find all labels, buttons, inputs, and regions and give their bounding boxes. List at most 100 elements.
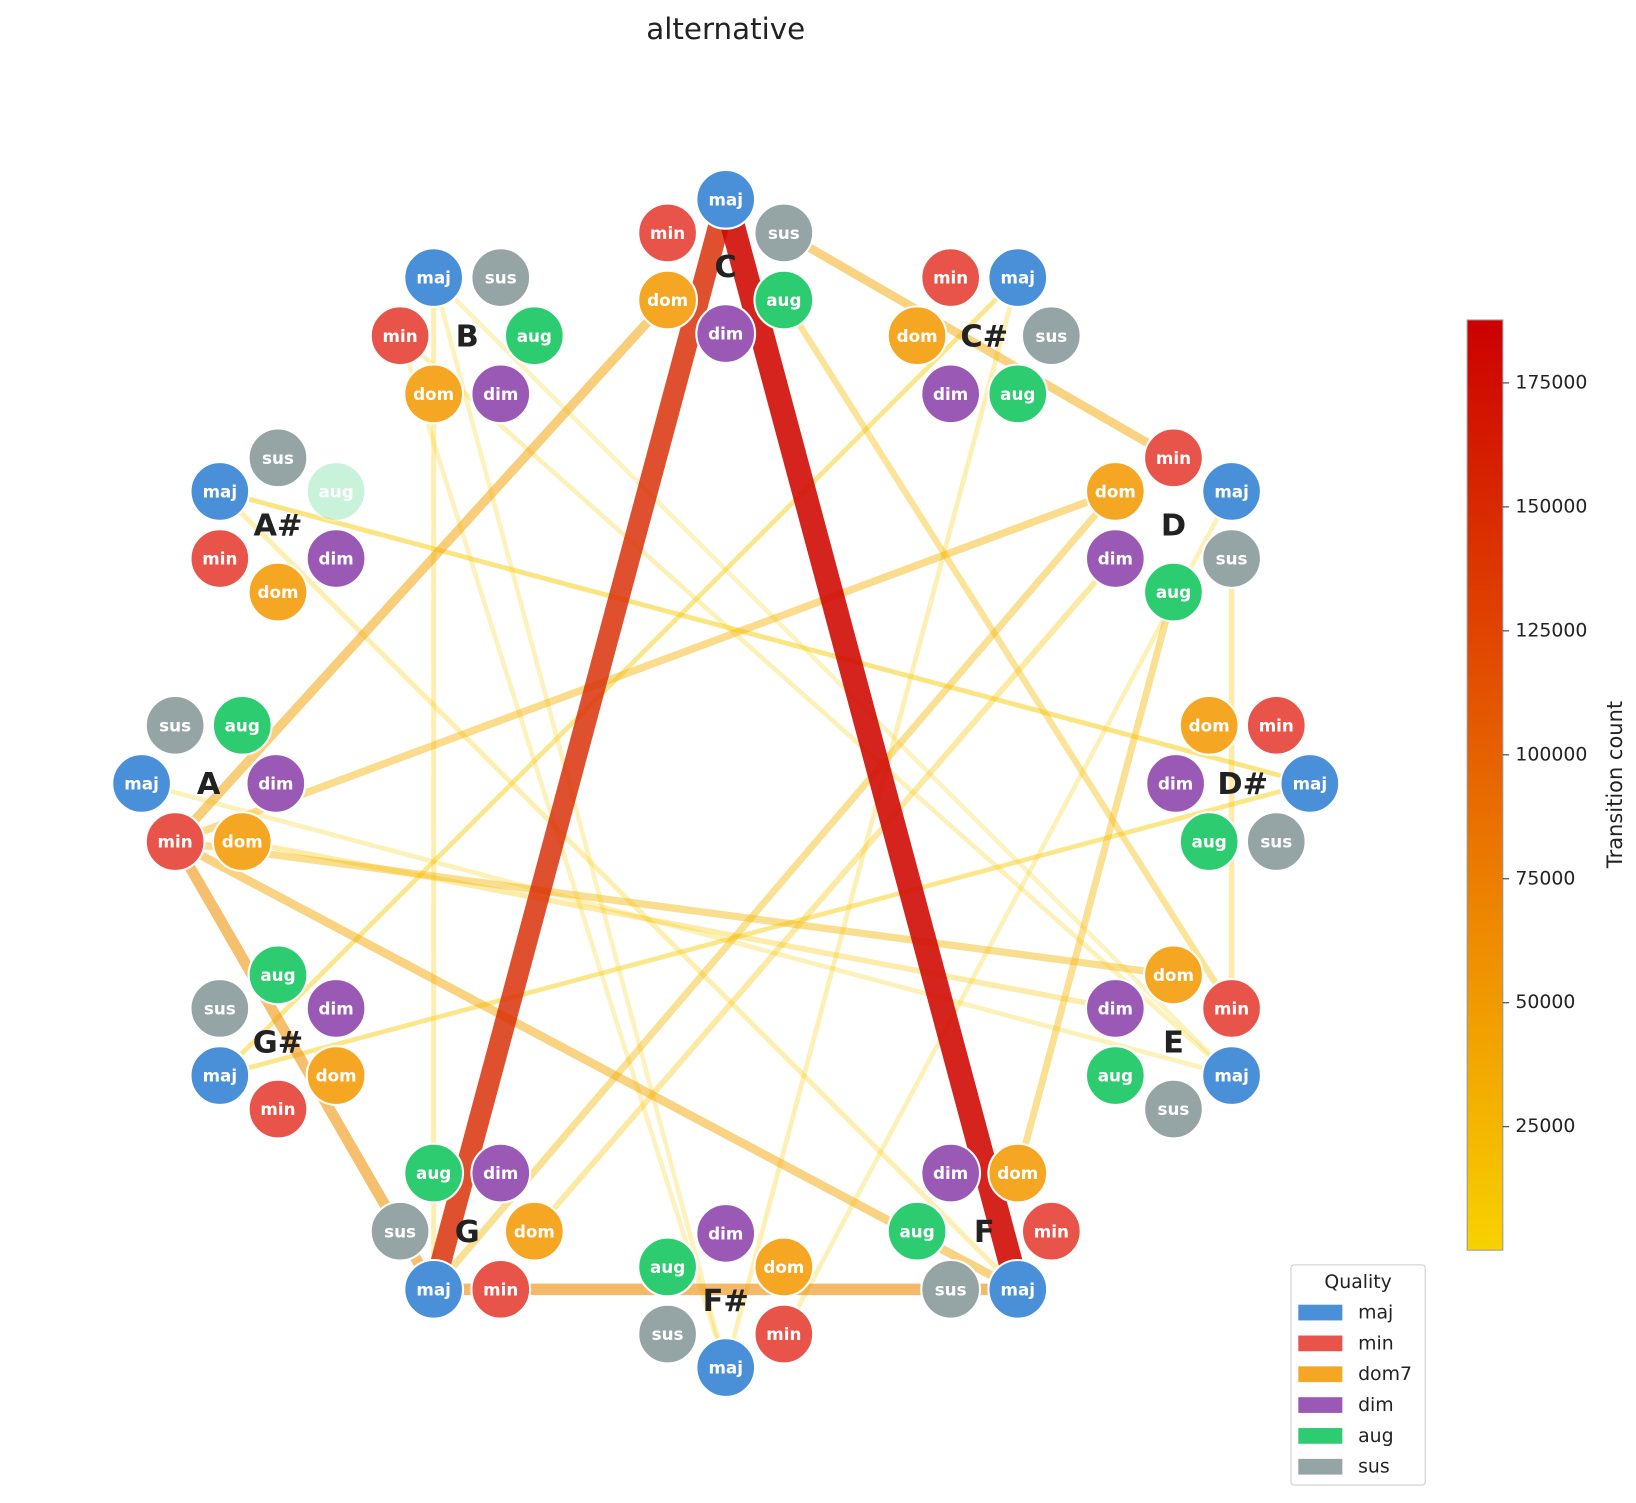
legend-swatch — [1298, 1366, 1343, 1383]
node-circle — [753, 1303, 815, 1365]
node-label: aug — [1192, 832, 1227, 852]
node-label: sus — [485, 268, 517, 288]
chord-node: dom — [886, 305, 948, 367]
chord-node: dim — [1145, 753, 1207, 814]
node-label: dim — [318, 998, 353, 1018]
key-label: C — [715, 250, 737, 285]
chord-node: dom — [211, 811, 273, 873]
node-circle — [144, 694, 206, 756]
node-label: maj — [124, 774, 159, 794]
node-circle — [1245, 694, 1307, 756]
chord-node: aug — [987, 363, 1049, 425]
chord-node: dom — [247, 561, 309, 623]
chord-node: sus — [753, 202, 815, 264]
chord-node: aug — [1178, 811, 1240, 873]
chord-node: sus — [920, 1258, 982, 1320]
colorbar-label: Transition count — [1603, 701, 1627, 869]
node-label: aug — [1156, 582, 1191, 602]
chord-node: maj — [1201, 461, 1263, 522]
node-label: maj — [1293, 774, 1328, 794]
node-circle — [403, 1142, 465, 1204]
node-label: aug — [1098, 1066, 1133, 1086]
chord-node: maj — [403, 247, 465, 309]
key-label: C# — [960, 319, 1008, 354]
colorbar-fill — [1466, 319, 1504, 1251]
legend-label: aug — [1358, 1425, 1393, 1447]
node-circle — [403, 1258, 465, 1320]
node-label: dim — [258, 774, 293, 794]
node-circle — [189, 1045, 251, 1106]
title: alternative — [646, 12, 805, 46]
node-circle — [1084, 528, 1146, 589]
chord-node: dim — [920, 1142, 982, 1204]
node-label: maj — [1001, 1279, 1036, 1299]
node-label: min — [483, 1279, 518, 1299]
edge — [170, 837, 1023, 1294]
chord-node: dim — [305, 528, 367, 589]
node-label: aug — [1000, 384, 1035, 404]
node-label: dom — [997, 1163, 1038, 1183]
node-label: sus — [204, 998, 236, 1018]
node-circle — [637, 269, 698, 331]
node-circle — [1178, 694, 1240, 756]
node-label: dom — [763, 1257, 804, 1277]
colorbar-tick-label: 125000 — [1515, 619, 1587, 641]
chord-node: min — [247, 1078, 309, 1140]
edge — [430, 487, 1119, 1293]
edge — [397, 333, 729, 1370]
legend-swatch — [1298, 1335, 1343, 1352]
chord-node: maj — [987, 1258, 1049, 1320]
node-label: dom — [257, 582, 298, 602]
node-circle — [886, 1200, 948, 1262]
node-circle — [369, 1200, 431, 1262]
node-label: aug — [260, 965, 295, 985]
chord-node: min — [1245, 694, 1307, 756]
node-label: dim — [1158, 774, 1193, 794]
node-circle — [1201, 461, 1263, 522]
node-circle — [1084, 978, 1146, 1039]
chord-node: dom — [1084, 461, 1146, 522]
chord-node: aug — [211, 694, 273, 756]
chord-node: sus — [1143, 1078, 1204, 1140]
node-circle — [1020, 305, 1082, 367]
legend-label: dom7 — [1358, 1363, 1412, 1385]
chord-node: aug — [637, 1236, 698, 1298]
edge — [217, 781, 1313, 1078]
legend-label: dim — [1358, 1394, 1394, 1416]
edge — [217, 489, 1313, 786]
edge — [171, 837, 1178, 979]
node-label: aug — [899, 1221, 934, 1241]
edge — [239, 838, 1119, 1012]
node-circle — [211, 811, 273, 873]
node-label: aug — [416, 1163, 451, 1183]
node-label: min — [650, 223, 685, 243]
chord-node: maj — [987, 247, 1049, 309]
node-circle — [1084, 1045, 1146, 1106]
colorbar-tick-label: 25000 — [1515, 1115, 1575, 1137]
edge — [397, 333, 1234, 1078]
node-circle — [753, 202, 815, 264]
chord-node: dim — [305, 978, 367, 1039]
node-label: sus — [768, 223, 800, 243]
node-label: min — [1156, 448, 1191, 468]
node-circle — [189, 461, 251, 522]
node-circle — [1201, 1045, 1263, 1106]
edges — [139, 187, 1313, 1371]
node-circle — [637, 1236, 698, 1298]
node-label: dom — [897, 326, 938, 346]
node-label: maj — [708, 189, 743, 209]
edge — [217, 488, 1021, 1292]
node-label: min — [260, 1099, 295, 1119]
edge — [431, 275, 729, 1370]
node-circle — [753, 1236, 815, 1298]
chord-node: sus — [144, 694, 206, 756]
node-circle — [247, 427, 309, 489]
chord-node: min — [920, 247, 982, 309]
node-label: dim — [318, 549, 353, 569]
node-label: aug — [766, 290, 801, 310]
chord-node: aug — [753, 269, 815, 331]
node-circle — [1143, 561, 1204, 623]
legend-title: Quality — [1324, 1271, 1391, 1293]
